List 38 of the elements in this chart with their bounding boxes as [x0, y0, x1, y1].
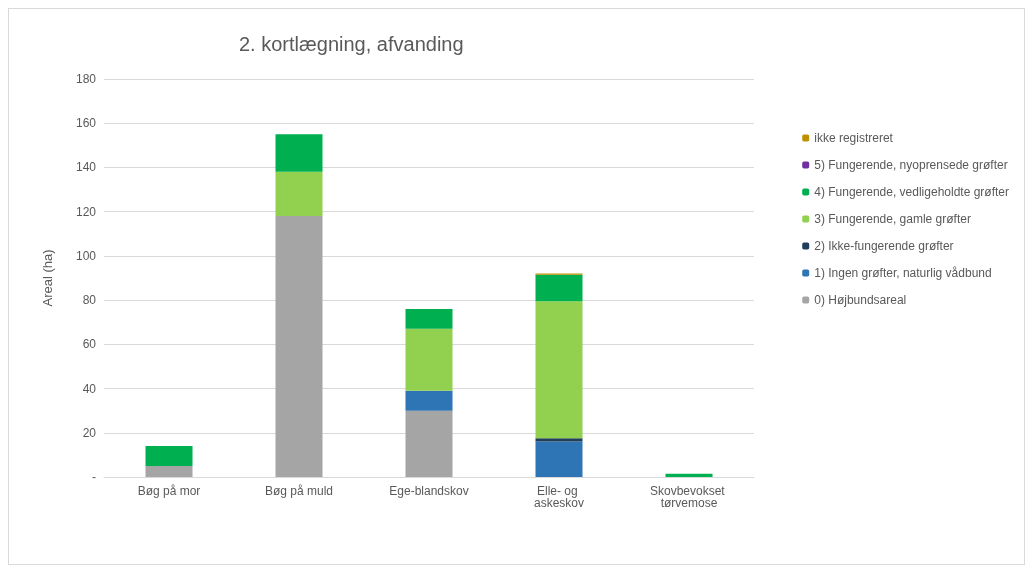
chart-title: 2. kortlægning, afvanding — [239, 33, 464, 55]
y-tick-label: 60 — [82, 337, 97, 352]
x-tick-label: Skovbevokset tørvemose — [649, 484, 729, 510]
y-tick-label: 140 — [75, 160, 97, 175]
y-tick-label: 20 — [82, 425, 97, 440]
y-tick-label: 160 — [75, 116, 97, 131]
y-tick-label: 180 — [75, 72, 97, 86]
bar — [405, 410, 453, 477]
legend-label: 1) Ingen grøfter, naturlig vådbund — [814, 266, 992, 280]
legend-label: 2) Ikke-fungerende grøfter — [814, 239, 954, 253]
legend-label: 5) Fungerende, nyoprensede grøfter — [814, 158, 1008, 172]
legend-label: 4) Fungerende, vedligeholdte grøfter — [814, 185, 1010, 199]
y-tick-label: 100 — [75, 248, 97, 263]
bar — [275, 171, 323, 217]
legend-label: 0) Højbundsareal — [814, 293, 907, 307]
bar — [535, 438, 583, 442]
bar — [405, 328, 453, 391]
y-tick-label: 80 — [82, 293, 97, 308]
y-axis-title: Areal (ha) — [40, 249, 55, 307]
bar — [145, 465, 193, 477]
x-tick-label: Elle- og askeskov — [533, 484, 585, 510]
bar — [405, 390, 453, 411]
bar — [275, 134, 323, 172]
bar — [275, 216, 323, 477]
y-tick-label: 40 — [82, 381, 97, 396]
x-tick-label: Bøg på mor — [137, 484, 201, 498]
bar — [145, 446, 193, 466]
bar — [665, 473, 713, 477]
x-tick-label: Bøg på muld — [264, 484, 334, 498]
bar — [405, 308, 453, 329]
legend-label: 3) Fungerende, gamle grøfter — [814, 212, 971, 226]
y-tick-label: 120 — [75, 204, 97, 219]
bar — [535, 301, 583, 439]
y-tick-label: - — [92, 470, 96, 484]
bar — [535, 274, 583, 302]
bar — [535, 441, 583, 477]
legend-label: ikke registreret — [814, 131, 894, 145]
x-tick-label: Ege-blandskov — [389, 484, 469, 498]
